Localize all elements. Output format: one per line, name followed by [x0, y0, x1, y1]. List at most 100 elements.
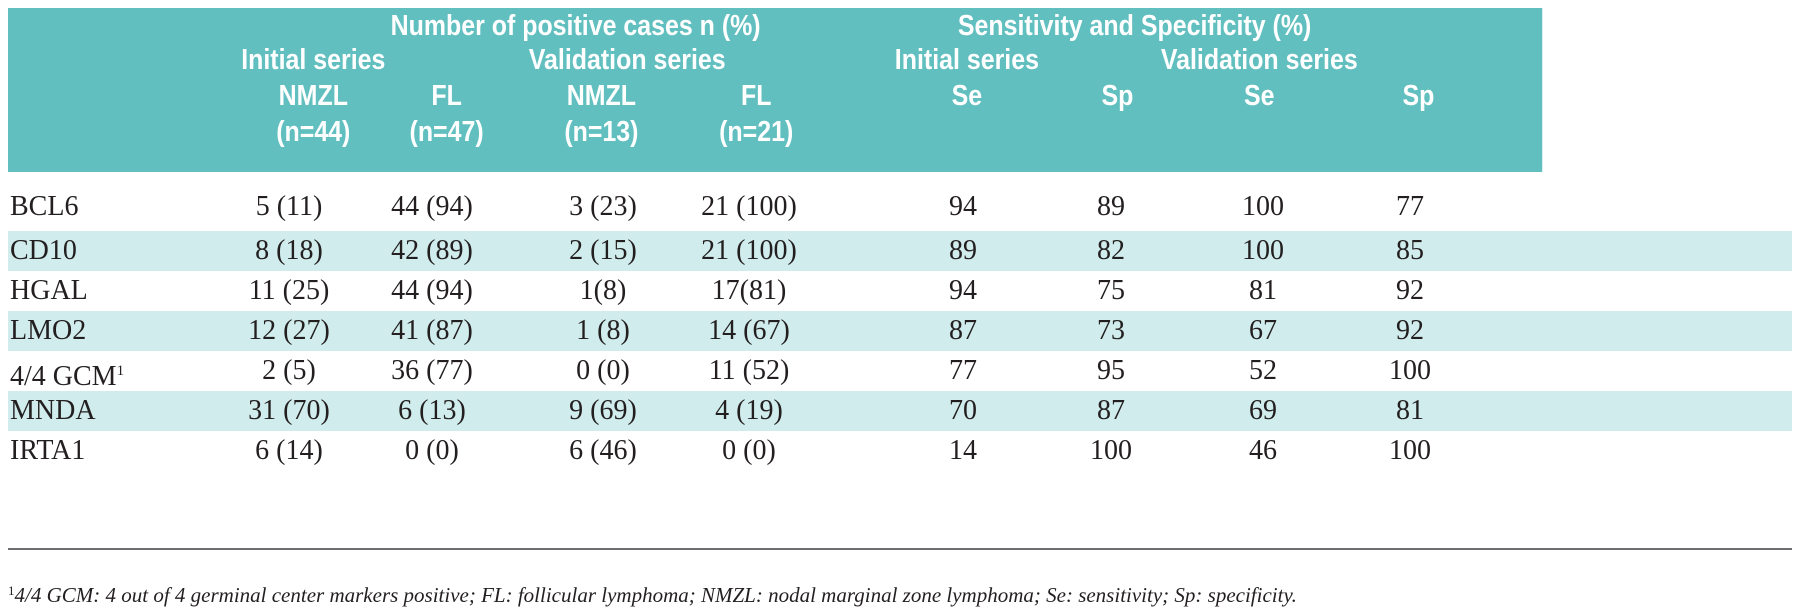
row-cell-c8: 85 — [1396, 235, 1424, 266]
row-cell-c8: 92 — [1396, 315, 1424, 346]
row-marker: IRTA1 — [10, 431, 85, 471]
row-marker: HGAL — [10, 271, 88, 311]
table-body: BCL6 5 (11) 44 (94) 3 (23) 21 (100) 94 89 100 77… — [8, 183, 1792, 471]
table-row: HGAL 11 (25) 44 (94) 1(8) 17(81) 94 75 81 92 — [8, 271, 1792, 311]
row-marker-label: LMO2 — [10, 315, 87, 346]
row-cell-c3: 6 (46) — [569, 435, 637, 466]
row-cell-c2: 42 (89) — [391, 235, 473, 266]
row-cell-c8: 100 — [1389, 355, 1431, 386]
header-validation-series-sens: Validation series — [1160, 44, 1358, 76]
row-marker-label: CD10 — [10, 235, 77, 266]
row-cell-c2: 36 (77) — [391, 355, 473, 386]
row-cell-c1: 12 (27) — [248, 315, 330, 346]
table-row: MNDA 31 (70) 6 (13) 9 (69) 4 (19) 70 87 69 81 — [8, 391, 1792, 431]
row-cell-c8: 92 — [1396, 275, 1424, 306]
row-cell-c4: 21 (100) — [701, 191, 797, 222]
row-cell-c7: 81 — [1249, 275, 1277, 306]
footnote-marker: 1 — [8, 583, 15, 598]
header-fl-validation: FL — [740, 80, 772, 112]
row-marker-footnote: 1 — [116, 363, 125, 379]
row-cell-c7: 52 — [1249, 355, 1277, 386]
table-header: Number of positive cases n (%) Sensitivi… — [8, 8, 1543, 172]
row-marker-label: HGAL — [10, 275, 88, 306]
row-marker: 4/4 GCM1 — [10, 351, 124, 397]
header-group-sensitivity-specificity: Sensitivity and Specificity (%) — [957, 10, 1312, 42]
table-row: IRTA1 6 (14) 0 (0) 6 (46) 0 (0) 14 100 46 100 — [8, 431, 1792, 471]
row-cell-c2: 0 (0) — [405, 435, 459, 466]
row-cell-c1: 8 (18) — [255, 235, 323, 266]
header-n13: (n=13) — [564, 116, 639, 148]
row-cell-c8: 77 — [1396, 191, 1424, 222]
table-row: 4/4 GCM1 2 (5) 36 (77) 0 (0) 11 (52) 77 95 52 10… — [8, 351, 1792, 392]
header-fl-initial: FL — [431, 80, 462, 112]
row-cell-c6: 73 — [1097, 315, 1125, 346]
row-cell-c1: 2 (5) — [262, 355, 316, 386]
row-cell-c1: 5 (11) — [255, 191, 323, 222]
header-sp-initial: Sp — [1101, 80, 1134, 112]
row-cell-c4: 17(81) — [711, 275, 787, 306]
row-cell-c6: 100 — [1090, 435, 1132, 466]
row-cell-c3: 3 (23) — [569, 191, 637, 222]
header-se-initial: Se — [951, 80, 983, 112]
row-cell-c3: 9 (69) — [569, 395, 637, 426]
row-cell-c5: 70 — [949, 395, 977, 426]
row-marker-label: IRTA1 — [10, 435, 86, 466]
row-cell-c5: 77 — [949, 355, 977, 386]
row-cell-c5: 87 — [949, 315, 977, 346]
row-cell-c5: 94 — [949, 191, 977, 222]
row-cell-c3: 1(8) — [579, 275, 627, 306]
header-se-validation: Se — [1244, 80, 1275, 112]
row-cell-c7: 100 — [1242, 235, 1284, 266]
header-nmzl-initial: NMZL — [278, 80, 348, 112]
row-cell-c6: 95 — [1097, 355, 1125, 386]
row-cell-c4: 14 (67) — [708, 315, 790, 346]
row-cell-c2: 44 (94) — [391, 275, 473, 306]
row-cell-c3: 1 (8) — [576, 315, 630, 346]
row-cell-c2: 41 (87) — [391, 315, 473, 346]
row-cell-c6: 87 — [1097, 395, 1125, 426]
row-cell-c3: 2 (15) — [569, 235, 637, 266]
table-row: BCL6 5 (11) 44 (94) 3 (23) 21 (100) 94 89 100 77 — [8, 183, 1792, 231]
footnote-text: 4/4 GCM: 4 out of 4 germinal center mark… — [14, 583, 1297, 607]
row-marker: BCL6 — [10, 183, 78, 231]
header-initial-series-positive: Initial series — [241, 44, 386, 76]
row-cell-c6: 89 — [1097, 191, 1125, 222]
row-cell-c4: 0 (0) — [722, 435, 776, 466]
row-cell-c2: 6 (13) — [398, 395, 466, 426]
row-marker-label: BCL6 — [10, 191, 79, 222]
row-cell-c3: 0 (0) — [576, 355, 630, 386]
row-cell-c5: 94 — [949, 275, 977, 306]
row-marker: CD10 — [10, 231, 77, 271]
header-group-positive-cases: Number of positive cases n (%) — [390, 10, 761, 42]
row-cell-c1: 31 (70) — [248, 395, 330, 426]
row-cell-c7: 100 — [1242, 191, 1284, 222]
header-initial-series-sens: Initial series — [894, 44, 1039, 76]
header-n47: (n=47) — [409, 116, 484, 148]
header-sp-validation: Sp — [1402, 80, 1435, 112]
table-row: CD10 8 (18) 42 (89) 2 (15) 21 (100) 89 82 100 85 — [8, 231, 1792, 271]
table-row: LMO2 12 (27) 41 (87) 1 (8) 14 (67) 87 73 67 92 — [8, 311, 1792, 351]
row-marker: LMO2 — [10, 311, 86, 351]
row-cell-c6: 82 — [1097, 235, 1125, 266]
row-cell-c7: 69 — [1249, 395, 1277, 426]
row-cell-c7: 46 — [1249, 435, 1277, 466]
row-cell-c8: 81 — [1396, 395, 1424, 426]
row-cell-c4: 21 (100) — [701, 235, 797, 266]
row-cell-c6: 75 — [1097, 275, 1125, 306]
table-footnote: 14/4 GCM: 4 out of 4 germinal center mar… — [8, 583, 1297, 608]
header-n44: (n=44) — [276, 116, 351, 148]
header-validation-series-positive: Validation series — [528, 44, 726, 76]
header-n21: (n=21) — [719, 116, 794, 148]
row-cell-c1: 11 (25) — [248, 275, 330, 306]
row-cell-c7: 67 — [1249, 315, 1277, 346]
row-cell-c1: 6 (14) — [255, 435, 323, 466]
row-cell-c8: 100 — [1389, 435, 1431, 466]
row-cell-c4: 4 (19) — [715, 395, 783, 426]
row-cell-c5: 89 — [949, 235, 977, 266]
row-cell-c5: 14 — [949, 435, 977, 466]
row-cell-c2: 44 (94) — [391, 191, 473, 222]
row-marker: MNDA — [10, 391, 96, 431]
row-cell-c4: 11 (52) — [708, 355, 790, 386]
table-bottom-rule — [8, 548, 1792, 550]
row-marker-label: MNDA — [10, 395, 96, 426]
